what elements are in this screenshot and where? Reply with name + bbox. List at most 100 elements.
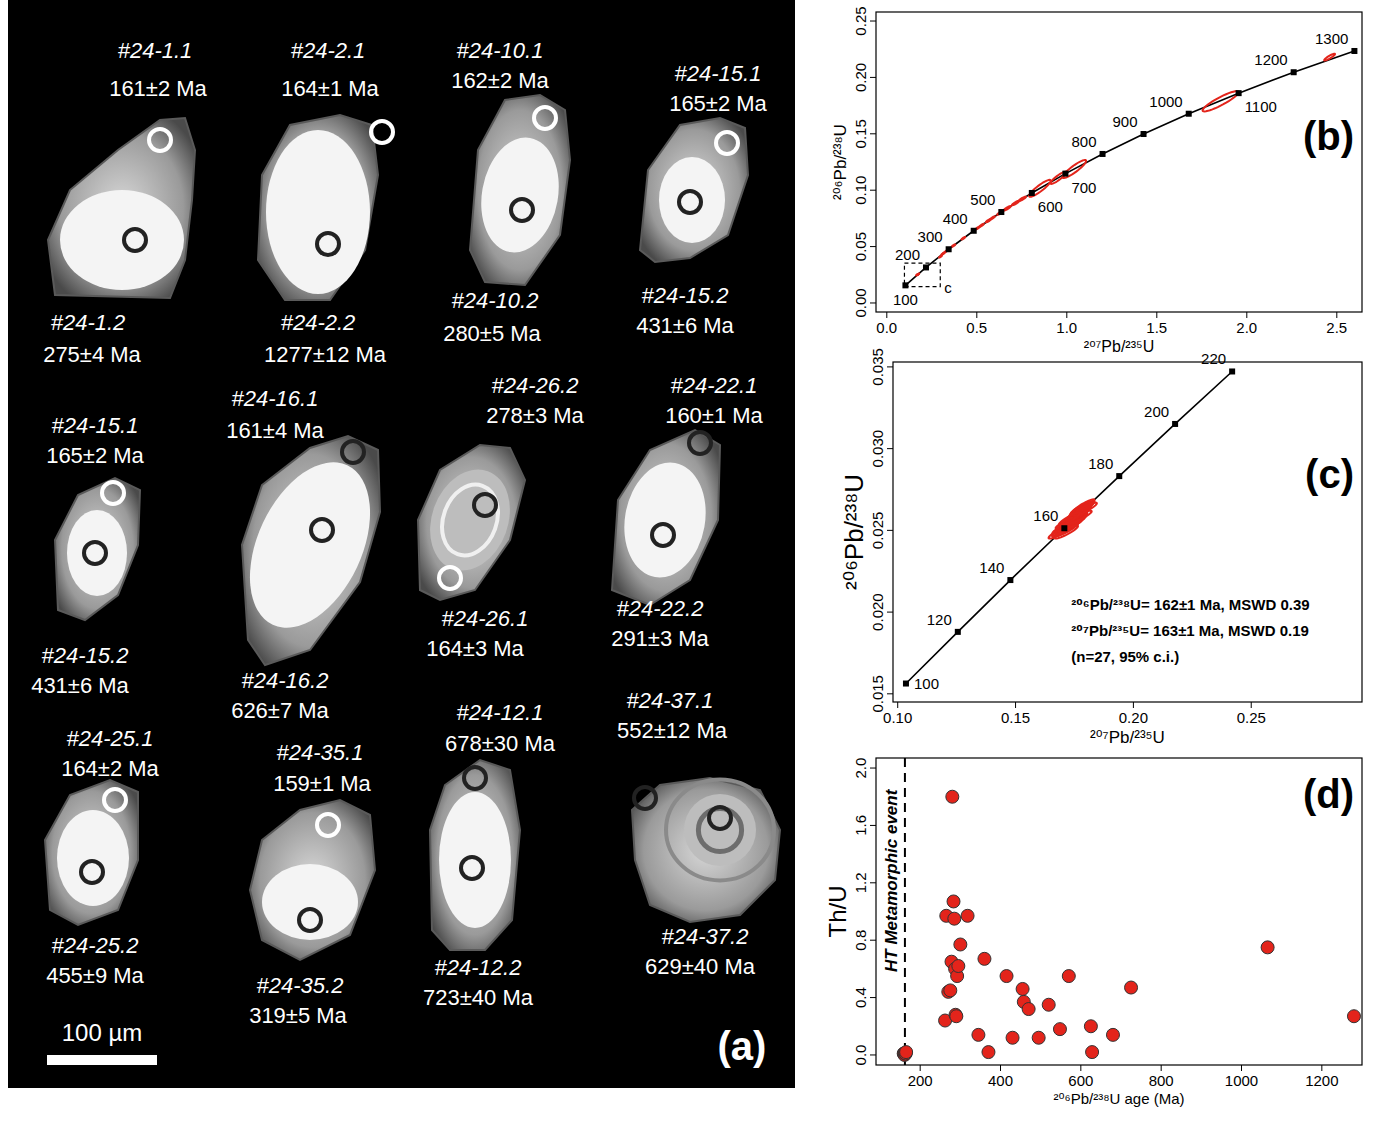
- analysis-spot: [461, 857, 483, 879]
- y-tick-label: 0.10: [852, 176, 869, 205]
- y-tick: [870, 768, 876, 769]
- concordia-age-label: 800: [1072, 133, 1097, 150]
- spot-id: #24-1.2: [51, 310, 126, 335]
- data-point: [954, 938, 967, 951]
- data-point: [952, 960, 965, 973]
- y-tick: [870, 940, 876, 941]
- concordia-age-label: 400: [943, 210, 968, 227]
- y-tick-label: 0.025: [869, 512, 886, 550]
- analysis-spot: [689, 432, 711, 454]
- spot-id: #24-26.1: [442, 606, 529, 631]
- event-line: [904, 758, 906, 1065]
- zircon-grain: [48, 118, 195, 298]
- y-tick-label: 0.8: [852, 930, 869, 951]
- data-point: [972, 1028, 985, 1041]
- x-tick: [1000, 1065, 1001, 1071]
- analysis-spot: [102, 482, 124, 504]
- x-tick: [1251, 702, 1252, 708]
- concordia-age-label: 180: [1088, 455, 1113, 472]
- spot-age: 626±7 Ma: [231, 698, 329, 723]
- spot-id: #24-25.1: [67, 726, 154, 751]
- concordia-age-marker: [903, 681, 909, 687]
- x-tick: [976, 312, 977, 318]
- concordia-age-label: 500: [970, 191, 995, 208]
- concordia-age-label: 700: [1071, 179, 1096, 196]
- spot-id: #24-37.2: [662, 924, 749, 949]
- x-tick-label: 0.20: [1119, 709, 1148, 726]
- spot-age: 165±2 Ma: [669, 91, 767, 116]
- spot-age: 275±4 Ma: [43, 342, 141, 367]
- error-ellipse: [962, 237, 966, 239]
- y-axis-title: ²⁰⁶Pb/²³⁸U: [831, 124, 850, 200]
- spot-age: 162±2 Ma: [451, 68, 549, 93]
- y-tick: [887, 530, 893, 531]
- concordia-age-label: 600: [1038, 198, 1063, 215]
- y-tick-label: 0.4: [852, 987, 869, 1008]
- error-ellipse: [917, 273, 919, 276]
- concordia-age-marker: [1229, 368, 1235, 374]
- zircon-core: [60, 190, 184, 290]
- error-ellipse: [1019, 197, 1026, 202]
- concordia-age-label: 160: [1033, 507, 1058, 524]
- concordia-age-label: 100: [893, 291, 918, 308]
- spot-id: #24-15.2: [642, 283, 729, 308]
- data-point: [1261, 941, 1274, 954]
- analysis-spot: [317, 233, 339, 255]
- x-tick: [1241, 1065, 1242, 1071]
- spot-age: 160±1 Ma: [665, 403, 763, 428]
- analysis-spot: [104, 789, 126, 811]
- data-point: [1032, 1031, 1045, 1044]
- y-tick: [870, 77, 876, 78]
- spot-age: 164±3 Ma: [426, 636, 524, 661]
- concordia-age-marker: [1141, 131, 1147, 137]
- error-ellipse: [1324, 54, 1335, 61]
- concordia-curve: [905, 51, 1354, 285]
- spot-id: #24-12.2: [435, 955, 522, 980]
- y-axis-title: Th/U: [824, 885, 851, 937]
- zircon-core: [439, 792, 511, 928]
- x-tick-label: 0.15: [1001, 709, 1030, 726]
- data-point: [1053, 1023, 1066, 1036]
- x-tick: [1161, 1065, 1162, 1071]
- error-ellipse: [1004, 206, 1011, 211]
- spot-age: 552±12 Ma: [617, 718, 728, 743]
- x-tick-label: 200: [908, 1072, 933, 1089]
- error-ellipse: [980, 224, 984, 227]
- spot-age: 280±5 Ma: [443, 321, 541, 346]
- concordia-age-marker: [923, 264, 929, 270]
- y-tick-label: 0.030: [869, 430, 886, 468]
- data-point: [978, 952, 991, 965]
- data-point: [1086, 1046, 1099, 1059]
- zircon-zoning: [433, 477, 508, 564]
- analysis-spot: [652, 524, 674, 546]
- x-tick: [920, 1065, 921, 1071]
- concordia-age-label: 100: [914, 675, 939, 692]
- spot-age: 161±4 Ma: [226, 418, 324, 443]
- inset-box-label: c: [944, 279, 952, 296]
- zircon-grain: [55, 478, 140, 620]
- error-ellipse: [917, 273, 919, 276]
- y-tick-label: 0.020: [869, 593, 886, 631]
- analysis-spot: [511, 199, 533, 221]
- x-tick-label: 1.5: [1146, 319, 1167, 336]
- data-point: [1006, 1031, 1019, 1044]
- concordia-age-marker: [1291, 69, 1297, 75]
- spot-id: #24-26.2: [492, 373, 579, 398]
- x-tick: [1156, 312, 1157, 318]
- error-ellipse: [1059, 512, 1080, 525]
- spot-age: 165±2 Ma: [46, 443, 144, 468]
- panel-label: (c): [1305, 452, 1354, 496]
- spot-id: #24-15.1: [52, 413, 139, 438]
- data-point: [900, 1046, 913, 1059]
- y-tick: [870, 1054, 876, 1055]
- analysis-spot: [317, 814, 339, 836]
- x-tick: [1246, 312, 1247, 318]
- y-tick-label: 0.00: [852, 288, 869, 317]
- zircon-grain: [250, 800, 375, 960]
- annotation: (n=27, 95% c.i.): [1071, 648, 1179, 665]
- analysis-spot: [342, 441, 364, 463]
- y-tick: [870, 190, 876, 191]
- spot-id: #24-15.2: [42, 643, 129, 668]
- analysis-spot: [534, 107, 556, 129]
- scale-bar: [47, 1055, 157, 1065]
